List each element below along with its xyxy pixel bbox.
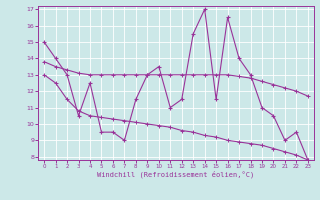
X-axis label: Windchill (Refroidissement éolien,°C): Windchill (Refroidissement éolien,°C) (97, 171, 255, 178)
